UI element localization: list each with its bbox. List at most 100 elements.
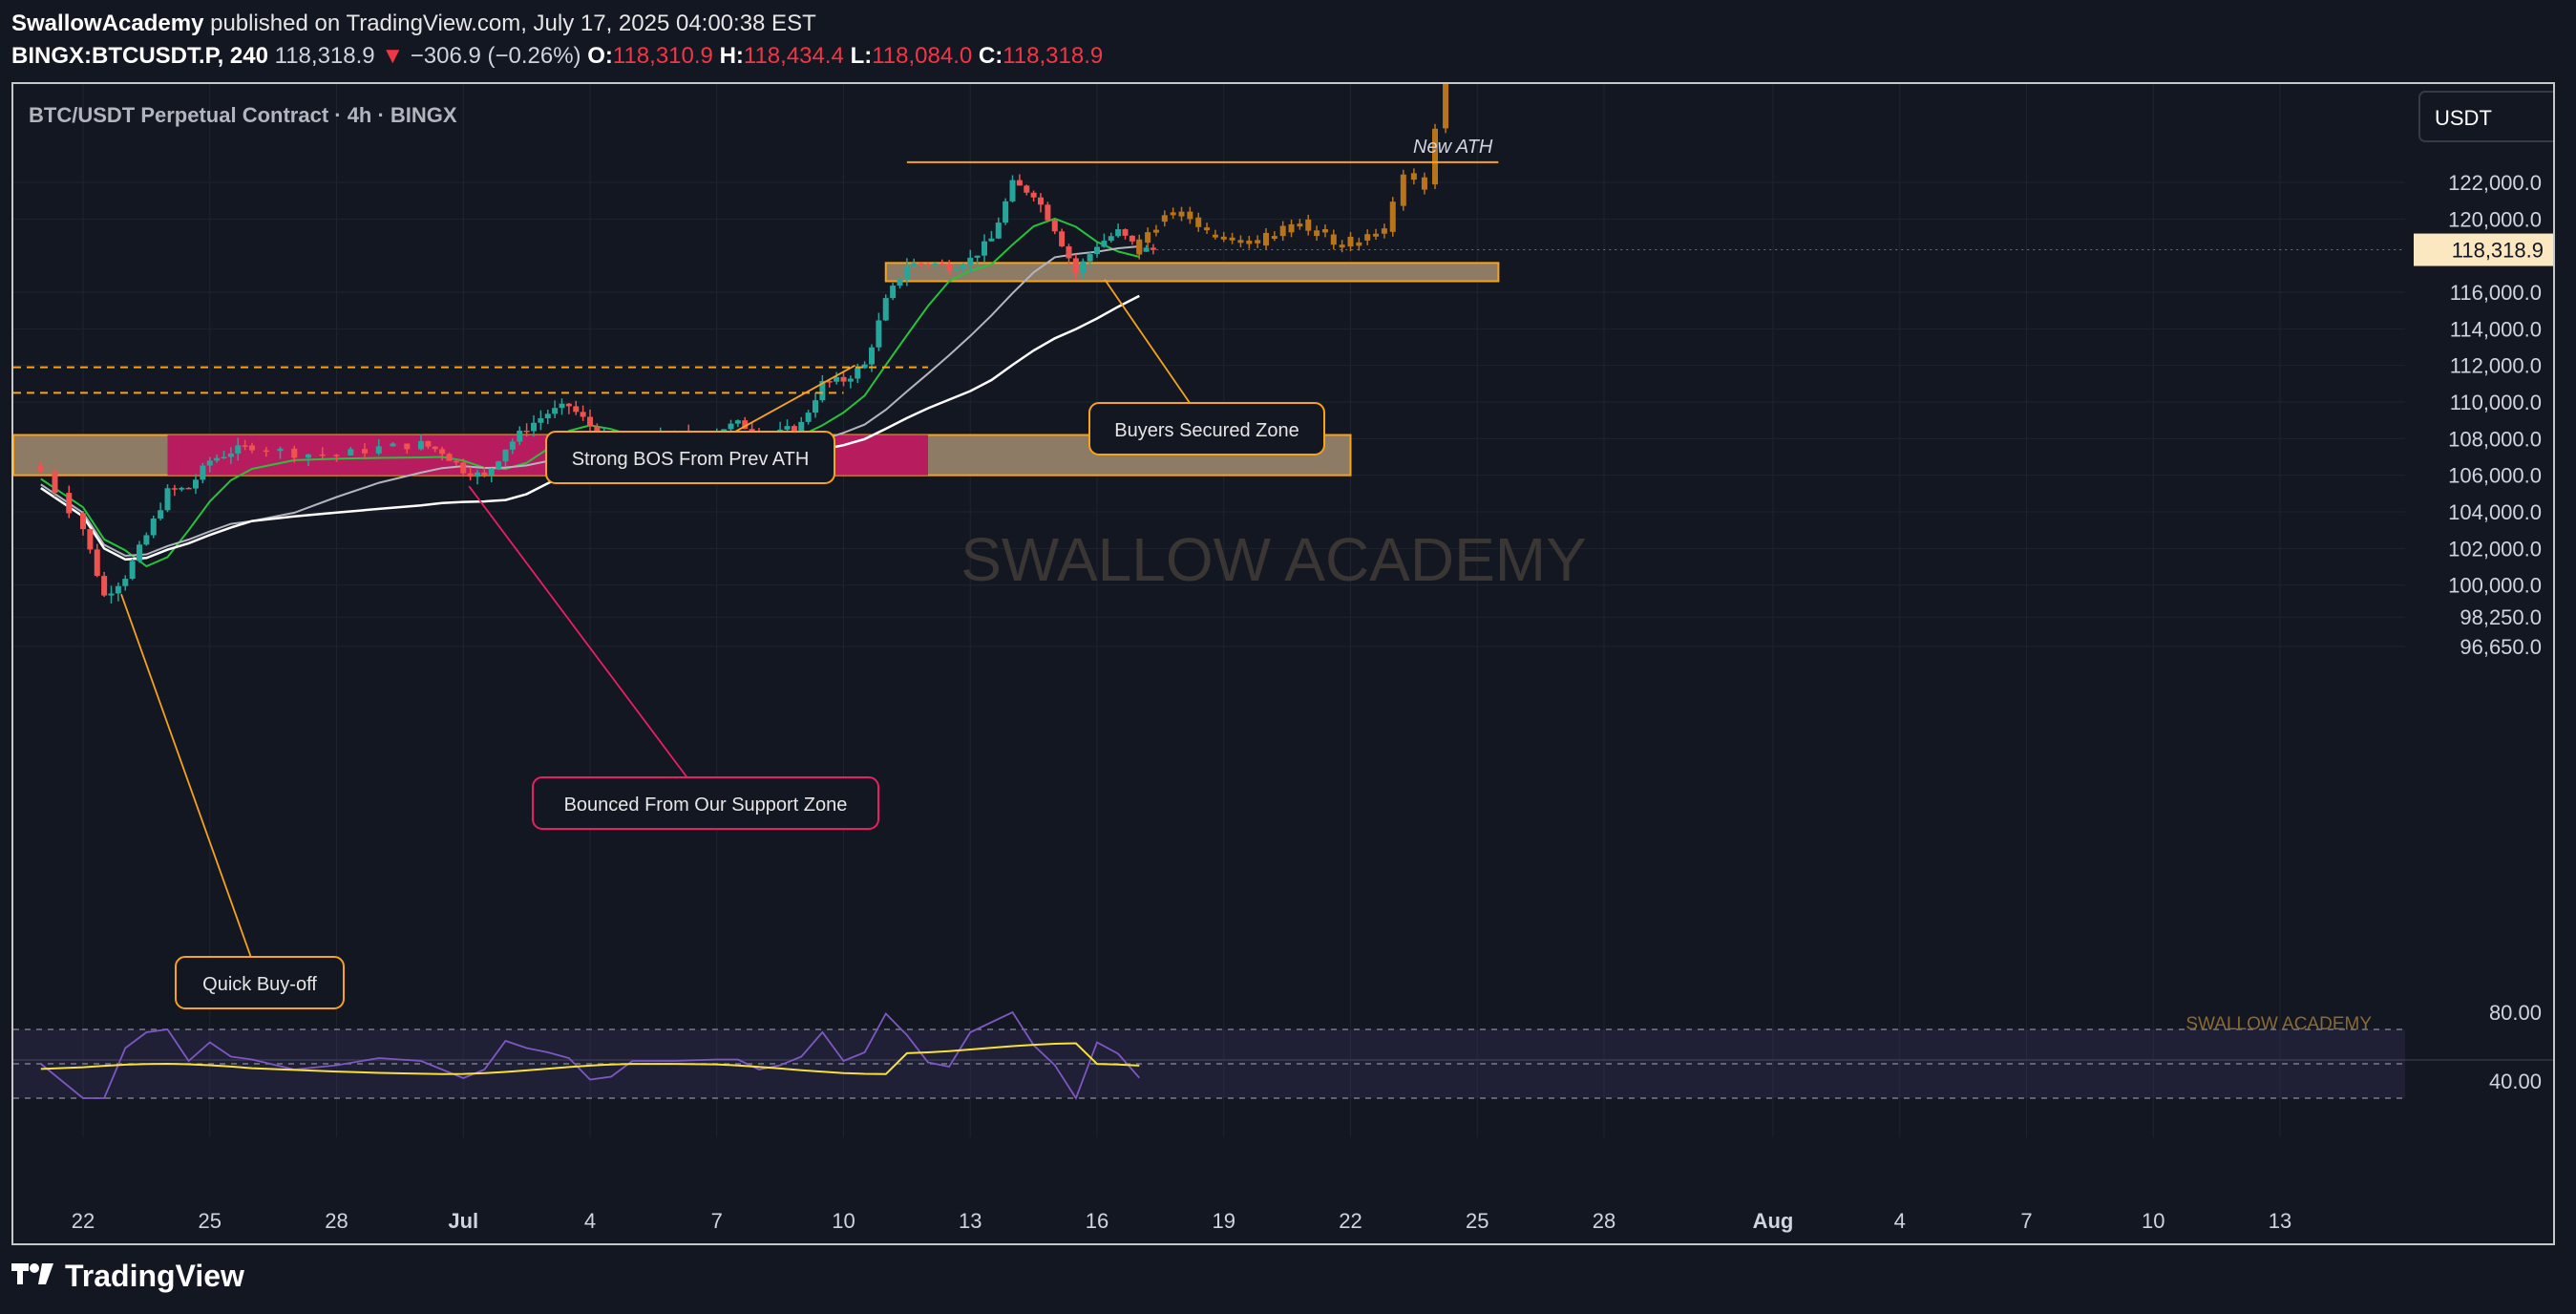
chart-title: BTC/USDT Perpetual Contract · 4h · BINGX: [29, 103, 457, 127]
x-tick-label: 13: [2269, 1209, 2291, 1233]
price-chart[interactable]: New ATH Strong BOS From Prev ATH Buyers S…: [13, 84, 2553, 1243]
axes-layer: 118,318.9 122,000.0 120,000.0 116,000.0 114,…: [72, 171, 2553, 1233]
candle-body: [158, 510, 164, 519]
ohlc-line: BINGX:BTCUSDT.P, 240 118,318.9 ▼ −306.9 …: [11, 40, 1103, 73]
candle-body: [221, 456, 227, 458]
rsi-tick-label: 40.00: [2489, 1070, 2542, 1093]
x-tick-label: 25: [199, 1209, 222, 1233]
candle-body: [249, 445, 255, 451]
current-price-label: 118,318.9: [2452, 239, 2544, 263]
candle-body: [446, 454, 453, 461]
y-tick-label: 120,000.0: [2448, 207, 2542, 231]
x-tick-label: 10: [832, 1209, 855, 1233]
candle-body: [362, 449, 368, 454]
publish-info: published on TradingView.com, July 17, 2…: [210, 11, 816, 36]
candle-body: [214, 457, 221, 461]
x-tick-label: 16: [1086, 1209, 1109, 1233]
candle-body: [946, 264, 953, 271]
candle-body: [1003, 201, 1009, 223]
candle-body: [143, 535, 150, 545]
candle-body: [749, 429, 755, 433]
candle-body: [425, 440, 432, 447]
candle-body: [939, 263, 945, 265]
close-label: C:: [978, 43, 1003, 69]
y-tick-label: 110,000.0: [2450, 391, 2542, 414]
chart-frame[interactable]: New ATH Strong BOS From Prev ATH Buyers S…: [11, 82, 2555, 1245]
candle-body: [502, 449, 509, 462]
candle-body: [517, 430, 523, 442]
candle-body: [115, 585, 121, 594]
candle-body: [826, 381, 833, 383]
candle-body: [932, 263, 939, 265]
x-tick-label: 10: [2142, 1209, 2164, 1233]
new-ath-label: New ATH: [1413, 137, 1493, 158]
author-name[interactable]: SwallowAcademy: [11, 11, 204, 36]
candle-body: [1129, 235, 1135, 242]
candle-body: [496, 461, 502, 469]
rsi-ma-line: [40, 1042, 1140, 1075]
candle-body: [66, 493, 73, 514]
symbol-label[interactable]: BINGX:BTCUSDT.P, 240: [11, 43, 268, 69]
open-label: O:: [587, 43, 613, 69]
candle-body: [1094, 246, 1100, 255]
y-tick-label: 114,000.0: [2450, 317, 2542, 341]
quick-buyoff-note-box: [175, 956, 345, 1009]
candle-body: [897, 279, 903, 286]
currency-label: USDT: [2435, 106, 2492, 130]
y-tick-label: 122,000.0: [2448, 171, 2542, 195]
x-tick-label: 22: [1339, 1209, 1362, 1233]
candle-body: [587, 416, 593, 427]
x-tick-label: 28: [325, 1209, 348, 1233]
footer-brand[interactable]: TradingView: [11, 1259, 244, 1294]
support-note-box: [532, 776, 879, 830]
candle-body: [94, 549, 100, 577]
change-arrow-icon: ▼: [381, 43, 405, 69]
candle-body: [235, 445, 242, 454]
candle-body: [813, 400, 818, 413]
candle-body: [306, 454, 311, 458]
buyers-note-box: [1088, 402, 1325, 456]
candle-body: [861, 364, 868, 369]
candle-body: [552, 408, 559, 414]
candle-body: [193, 479, 199, 489]
grid: [13, 84, 2405, 1137]
candle-body: [101, 576, 108, 596]
candle-body: [855, 368, 861, 379]
candle-body: [52, 471, 58, 494]
x-tick-label: 25: [1466, 1209, 1489, 1233]
candle-body: [834, 376, 840, 382]
projection-layer: [1136, 84, 1449, 260]
candle-body: [742, 420, 749, 430]
candle-body: [137, 544, 142, 562]
candle-body: [876, 320, 882, 348]
candle-body: [805, 413, 812, 422]
x-tick-label: 7: [2020, 1209, 2032, 1233]
support-note-text: Bounced From Our Support Zone: [564, 795, 848, 816]
candle-body: [728, 423, 734, 430]
candle-body: [1122, 229, 1129, 236]
candle-body: [390, 443, 396, 447]
candle-body: [432, 446, 438, 450]
last-price: 118,318.9: [274, 43, 375, 69]
candle-body: [734, 420, 741, 424]
levels-layer: New ATH: [13, 137, 1499, 394]
candle-body: [869, 347, 875, 365]
y-tick-label: 96,650.0: [2460, 635, 2542, 659]
candle-body: [1066, 245, 1072, 259]
candle-body: [375, 446, 382, 454]
candle-body: [206, 460, 213, 466]
candle-body: [150, 518, 157, 536]
candle-body: [1059, 231, 1066, 246]
chart-header: SwallowAcademy published on TradingView.…: [11, 8, 1103, 73]
y-tick-label: 102,000.0: [2448, 537, 2542, 561]
buyers-note-text: Buyers Secured Zone: [1114, 420, 1299, 441]
candle-body: [108, 593, 115, 596]
candle-body: [171, 488, 178, 490]
x-tick-label: 4: [584, 1209, 596, 1233]
watermark-center: SWALLOW ACADEMY: [961, 525, 1587, 594]
candle-body: [1080, 261, 1087, 273]
high-label: H:: [719, 43, 744, 69]
currency-button[interactable]: USDT: [2418, 91, 2553, 142]
x-tick-label: 4: [1894, 1209, 1906, 1233]
candle-body: [87, 529, 94, 550]
